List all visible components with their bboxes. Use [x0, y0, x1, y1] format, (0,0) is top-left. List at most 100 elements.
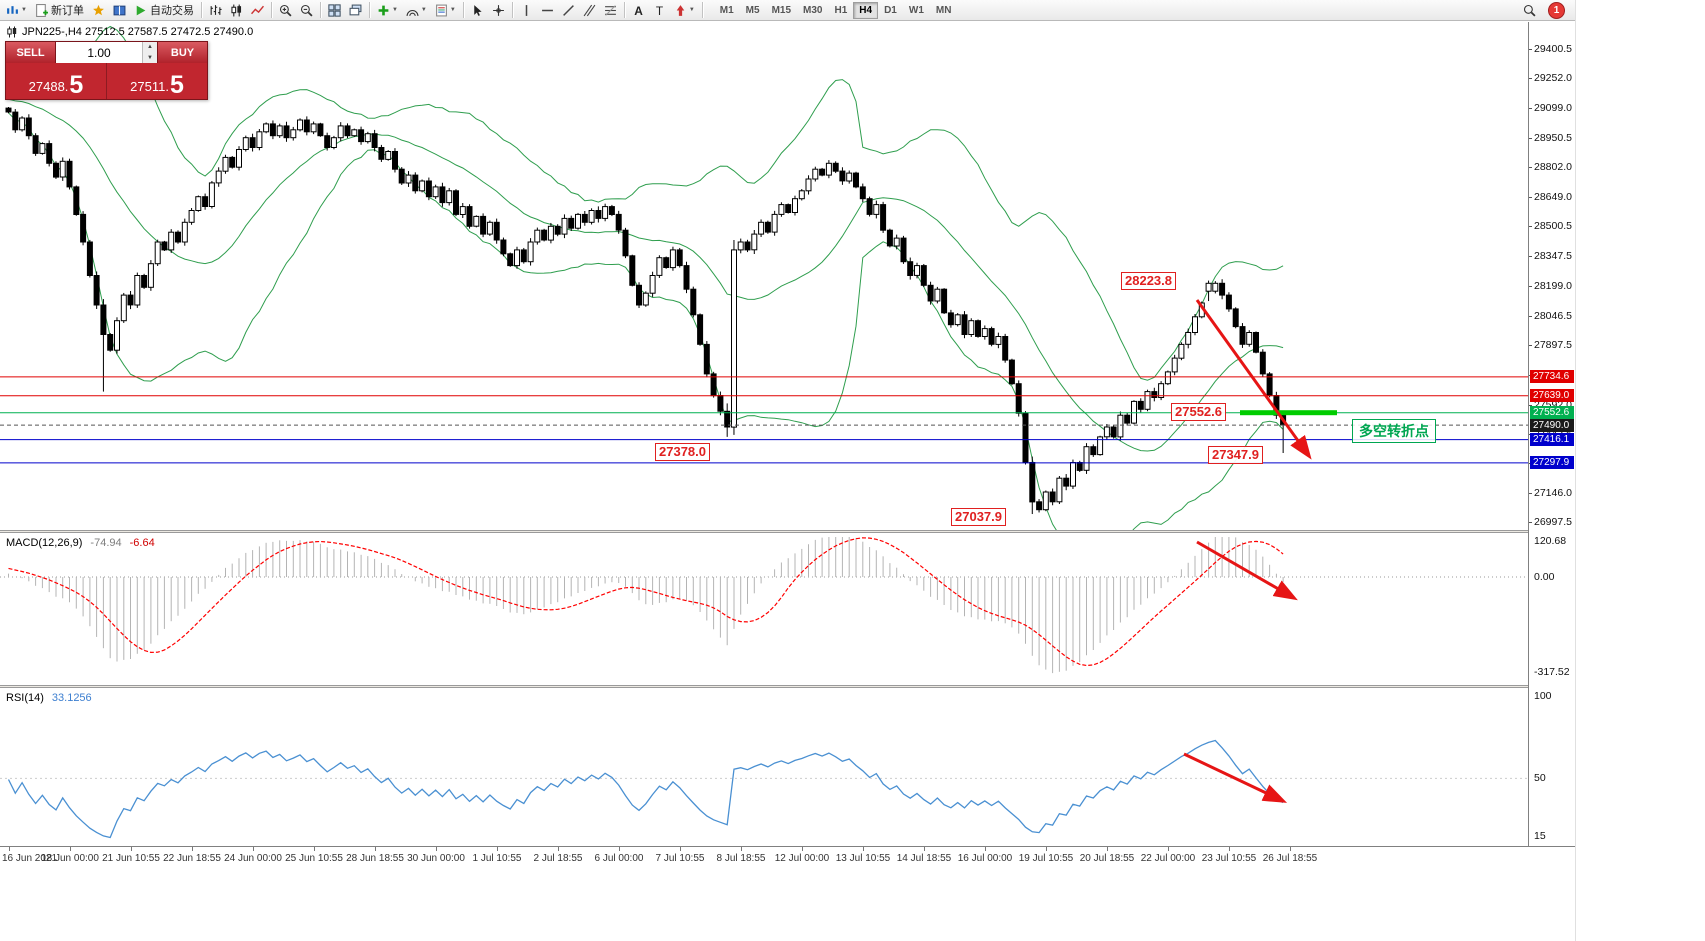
- timeframe-m5-button[interactable]: M5: [740, 2, 766, 19]
- timeframe-w1-button[interactable]: W1: [903, 2, 930, 19]
- time-axis-tick: [314, 847, 315, 851]
- candle-body: [920, 265, 927, 286]
- price-axis[interactable]: 29400.5 29252.0 29099.0 28950.5 28802.0 28649…: [1528, 22, 1575, 846]
- candle-body: [1076, 462, 1083, 471]
- volume-field[interactable]: 1.00 ▲ ▼: [55, 42, 158, 63]
- candle-body: [19, 117, 26, 131]
- indicators-button[interactable]: ▼: [374, 1, 401, 19]
- chart-add-icon: [6, 4, 19, 17]
- candle-body: [46, 143, 53, 164]
- pane-splitter[interactable]: [0, 685, 1575, 688]
- auto-trading-button[interactable]: 自动交易: [131, 1, 197, 19]
- horizontal-line-button[interactable]: [538, 1, 557, 19]
- rsi-pane[interactable]: RSI(14) 33.1256: [0, 688, 1528, 846]
- templates-button[interactable]: ▼: [432, 1, 459, 19]
- timeframe-h1-button[interactable]: H1: [828, 2, 853, 19]
- time-axis-label: 28 Jun 18:55: [346, 853, 404, 864]
- price-annotation-box[interactable]: 27378.0: [655, 443, 710, 461]
- timeframe-m15-button[interactable]: M15: [766, 2, 797, 19]
- rsi-canvas[interactable]: [0, 688, 1528, 846]
- bar-chart-button[interactable]: [206, 1, 225, 19]
- candle-body: [80, 213, 87, 243]
- timeframe-h4-button[interactable]: H4: [853, 1, 879, 19]
- price-axis-tick: [1529, 167, 1532, 168]
- candle-body: [236, 149, 242, 168]
- candle-body: [256, 131, 263, 149]
- sell-price-big-digit: 5: [69, 70, 84, 99]
- volume-value[interactable]: 1.00: [87, 45, 111, 60]
- candle-body: [839, 170, 846, 182]
- price-axis-tick: [1529, 522, 1532, 523]
- candlestick-chart-button[interactable]: [227, 1, 246, 19]
- cascade-windows-button[interactable]: [346, 1, 365, 19]
- zoom-in-button[interactable]: [276, 1, 295, 19]
- candle-body: [446, 190, 453, 204]
- macd-pane[interactable]: MACD(12,26,9) -74.94 -6.64: [0, 533, 1528, 685]
- price-annotation-box[interactable]: 27037.9: [951, 508, 1006, 526]
- arrow-objects-button[interactable]: ▼: [671, 1, 698, 19]
- candle-body: [663, 257, 670, 268]
- expert-advisors-button[interactable]: [89, 1, 108, 19]
- crosshair-button[interactable]: [489, 1, 508, 19]
- volume-increase-button[interactable]: ▲: [143, 42, 157, 53]
- data-window-button[interactable]: [110, 1, 129, 19]
- price-annotation-box[interactable]: 27347.9: [1208, 446, 1263, 464]
- text-label-button[interactable]: T: [650, 1, 669, 19]
- candle-body: [1164, 371, 1171, 385]
- main-chart-pane[interactable]: JPN225-,H4 27512.5 27587.5 27472.5 27490…: [0, 22, 1528, 530]
- fibonacci-retracement-button[interactable]: [601, 1, 620, 19]
- timeframe-d1-button[interactable]: D1: [878, 2, 903, 19]
- candle-body: [398, 168, 405, 184]
- new-order-label: 新订单: [50, 5, 84, 17]
- time-axis-label: 13 Jul 10:55: [835, 853, 891, 864]
- time-axis-label: 22 Jul 00:00: [1140, 853, 1196, 864]
- trend-line-button[interactable]: [559, 1, 578, 19]
- timeframe-mn-button[interactable]: MN: [930, 2, 958, 19]
- volume-decrease-button[interactable]: ▼: [143, 52, 157, 63]
- cursor-button[interactable]: [468, 1, 487, 19]
- candle-body: [961, 314, 968, 335]
- candle-body: [900, 237, 907, 263]
- price-axis-tick: [1529, 405, 1532, 406]
- price-axis-tick: [1529, 256, 1532, 257]
- zoom-out-button[interactable]: [297, 1, 316, 19]
- timeframe-m1-button[interactable]: M1: [714, 2, 740, 19]
- equidistant-channel-button[interactable]: [580, 1, 599, 19]
- macd-canvas[interactable]: [0, 533, 1528, 685]
- vertical-line-button[interactable]: [517, 1, 536, 19]
- sell-price[interactable]: 27488. 5: [6, 63, 107, 99]
- buy-button[interactable]: BUY: [158, 42, 207, 63]
- candle-body: [547, 225, 554, 241]
- macd-axis-label: -317.52: [1534, 666, 1570, 678]
- new-chart-button[interactable]: ▼: [3, 1, 30, 19]
- periods-button[interactable]: ▼: [403, 1, 430, 19]
- text-button[interactable]: A: [629, 1, 648, 19]
- timeframe-m30-button[interactable]: M30: [797, 2, 828, 19]
- level-price-tag: 27297.9: [1530, 456, 1574, 469]
- time-axis[interactable]: 16 Jun 2021 18 Jun 00:00 21 Jun 10:55 22 Ju…: [0, 846, 1575, 871]
- crosshair-icon: [492, 4, 505, 17]
- pivot-green-segment[interactable]: [1240, 410, 1337, 416]
- price-annotation-box[interactable]: 27552.6: [1171, 403, 1226, 421]
- candle-body: [317, 123, 324, 137]
- search-button[interactable]: [1520, 1, 1539, 19]
- price-annotation-box[interactable]: 28223.8: [1121, 272, 1176, 290]
- candle-body: [1158, 383, 1165, 399]
- line-chart-button[interactable]: [248, 1, 267, 19]
- candle-body: [554, 225, 561, 235]
- candle-body: [473, 215, 480, 227]
- volume-stepper: ▲ ▼: [142, 42, 157, 63]
- pane-splitter[interactable]: [0, 530, 1575, 533]
- pivot-note-label[interactable]: 多空转折点: [1352, 419, 1436, 443]
- tile-windows-button[interactable]: [325, 1, 344, 19]
- notification-badge[interactable]: 1: [1548, 1, 1565, 19]
- sell-button[interactable]: SELL: [6, 42, 55, 63]
- candle-body: [880, 204, 887, 231]
- new-order-button[interactable]: 新订单: [32, 1, 87, 19]
- price-chart-canvas[interactable]: [0, 22, 1528, 530]
- candle-body: [466, 206, 473, 227]
- candle-body: [602, 206, 609, 219]
- candle-body: [649, 275, 656, 294]
- buy-price[interactable]: 27511. 5: [107, 63, 207, 99]
- candle-body: [1137, 400, 1144, 410]
